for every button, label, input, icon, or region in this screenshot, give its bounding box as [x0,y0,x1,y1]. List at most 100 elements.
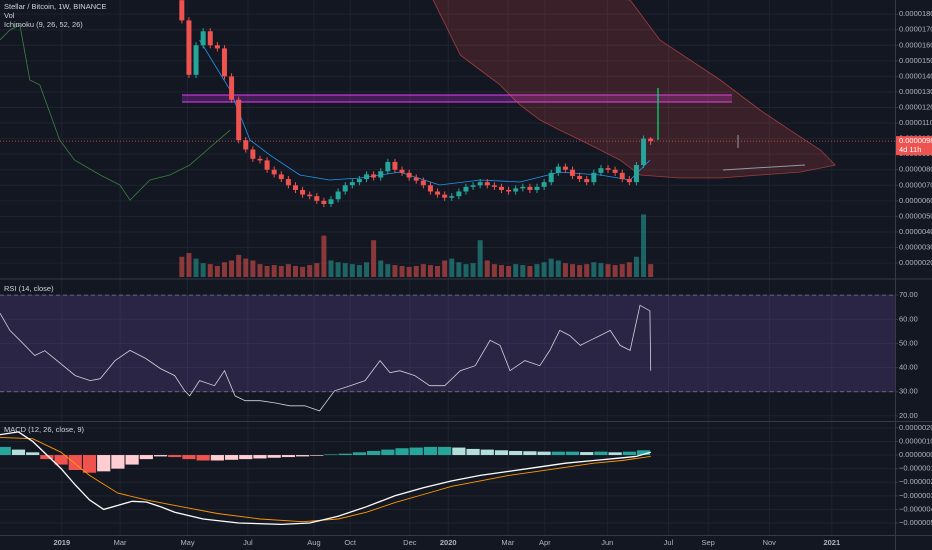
x-tick-label: 2021 [823,538,840,547]
volume-bar [200,263,206,277]
candle-body [648,138,654,142]
volume-bar [314,263,320,277]
y-tick-label: −0.00000200 [899,477,932,486]
last-price-box [896,136,932,156]
volume-bar [349,264,355,277]
macd-histogram-bar [494,450,509,456]
volume-bar [513,264,519,277]
volume-bar [648,264,654,277]
candle-body [427,185,433,192]
volume-bar [555,260,561,277]
macd-histogram-bar [409,447,423,456]
volume-bar [570,264,576,277]
macd-histogram-bar [367,450,381,456]
candle-body [292,185,298,190]
macd-histogram-bar [381,449,395,456]
macd-histogram-bar [594,451,608,456]
volume-bar [193,258,199,277]
volume-bar [577,265,583,277]
macd-histogram-bar [196,455,210,461]
candle-body [278,174,284,180]
candle-body [285,179,291,186]
x-tick-label: 2019 [53,538,70,547]
macd-histogram-bar [82,455,97,473]
y-tick-label: 70.00 [899,290,918,299]
macd-line [0,431,651,526]
macd-histogram-bar [281,455,295,458]
volume-bar [328,260,334,277]
volume-bar [392,265,398,277]
y-tick-label: 0.00000700 [899,180,932,189]
candle-body [335,191,341,200]
macd-histogram-bar [395,448,409,456]
candle-body [463,186,469,192]
volume-bar [427,265,433,277]
y-tick-label: −0.00000500 [899,518,932,527]
volume-bar [207,264,213,277]
candle-body [413,177,419,181]
volume-bar [591,262,597,277]
x-tick-label: Oct [344,538,357,547]
y-tick-label: 20.00 [899,411,918,420]
price-pane [0,0,836,277]
candle-body [385,161,391,172]
candle-body [562,166,568,170]
signal-line [0,436,651,523]
volume-bar [335,262,341,277]
y-tick-label: 60.00 [899,314,918,323]
macd-histogram-bar [153,455,168,457]
macd-histogram-bar [509,450,523,456]
x-tick-label: Jul [243,538,253,547]
macd-histogram-bar [295,455,310,457]
y-tick-label: 0.00000100 [899,436,932,445]
volume-bar [435,265,441,277]
macd-histogram-bar [338,453,352,456]
macd-histogram-bar [168,455,182,458]
volume-bar [385,264,391,277]
volume-bar [364,262,370,277]
volume-bar [520,265,526,277]
y-tick-label: 0.00000500 [899,211,932,220]
macd-histogram-bar [551,451,565,456]
macd-histogram-bar [111,455,125,469]
volume-bar [484,260,490,277]
macd-histogram-bar [438,446,452,456]
candle-body [342,185,348,192]
macd-histogram-bar [40,455,54,460]
x-tick-label: 2020 [440,538,457,547]
macd-histogram-bar [253,455,267,459]
macd-histogram-bar [636,450,651,456]
macd-histogram-bar [352,452,367,456]
y-tick-label: 0.00000400 [899,227,932,236]
x-tick-label: Mar [114,538,127,547]
annotation-zone [182,95,732,102]
candle-body [449,196,455,198]
y-tick-label: 0.00000000 [899,450,932,459]
rsi-line [0,304,652,412]
candle-body [406,172,412,178]
volume-bar [420,264,426,277]
macd-histogram-bar [480,449,494,456]
candle-body [541,182,547,187]
candle-body [548,172,554,183]
macd-pane [0,431,651,526]
macd-histogram-bar [210,455,224,461]
candle-body [250,149,256,159]
candle-body [307,194,313,197]
candle-body [300,189,306,195]
y-tick-label: 0.00000200 [899,258,932,267]
candle-body [314,196,320,201]
volume-bar [250,260,256,277]
volume-bar [442,260,448,277]
candle-body [498,186,504,190]
x-tick-label: Jun [601,538,613,547]
drawings [657,88,806,171]
volume-bar [179,256,185,277]
lagging-line [0,24,231,201]
candle-body [328,199,334,204]
candle-body [598,168,604,173]
candle-body [534,186,540,190]
volume-bar [470,263,476,277]
macd-histogram-bar [26,452,40,456]
candle-body [470,185,476,187]
